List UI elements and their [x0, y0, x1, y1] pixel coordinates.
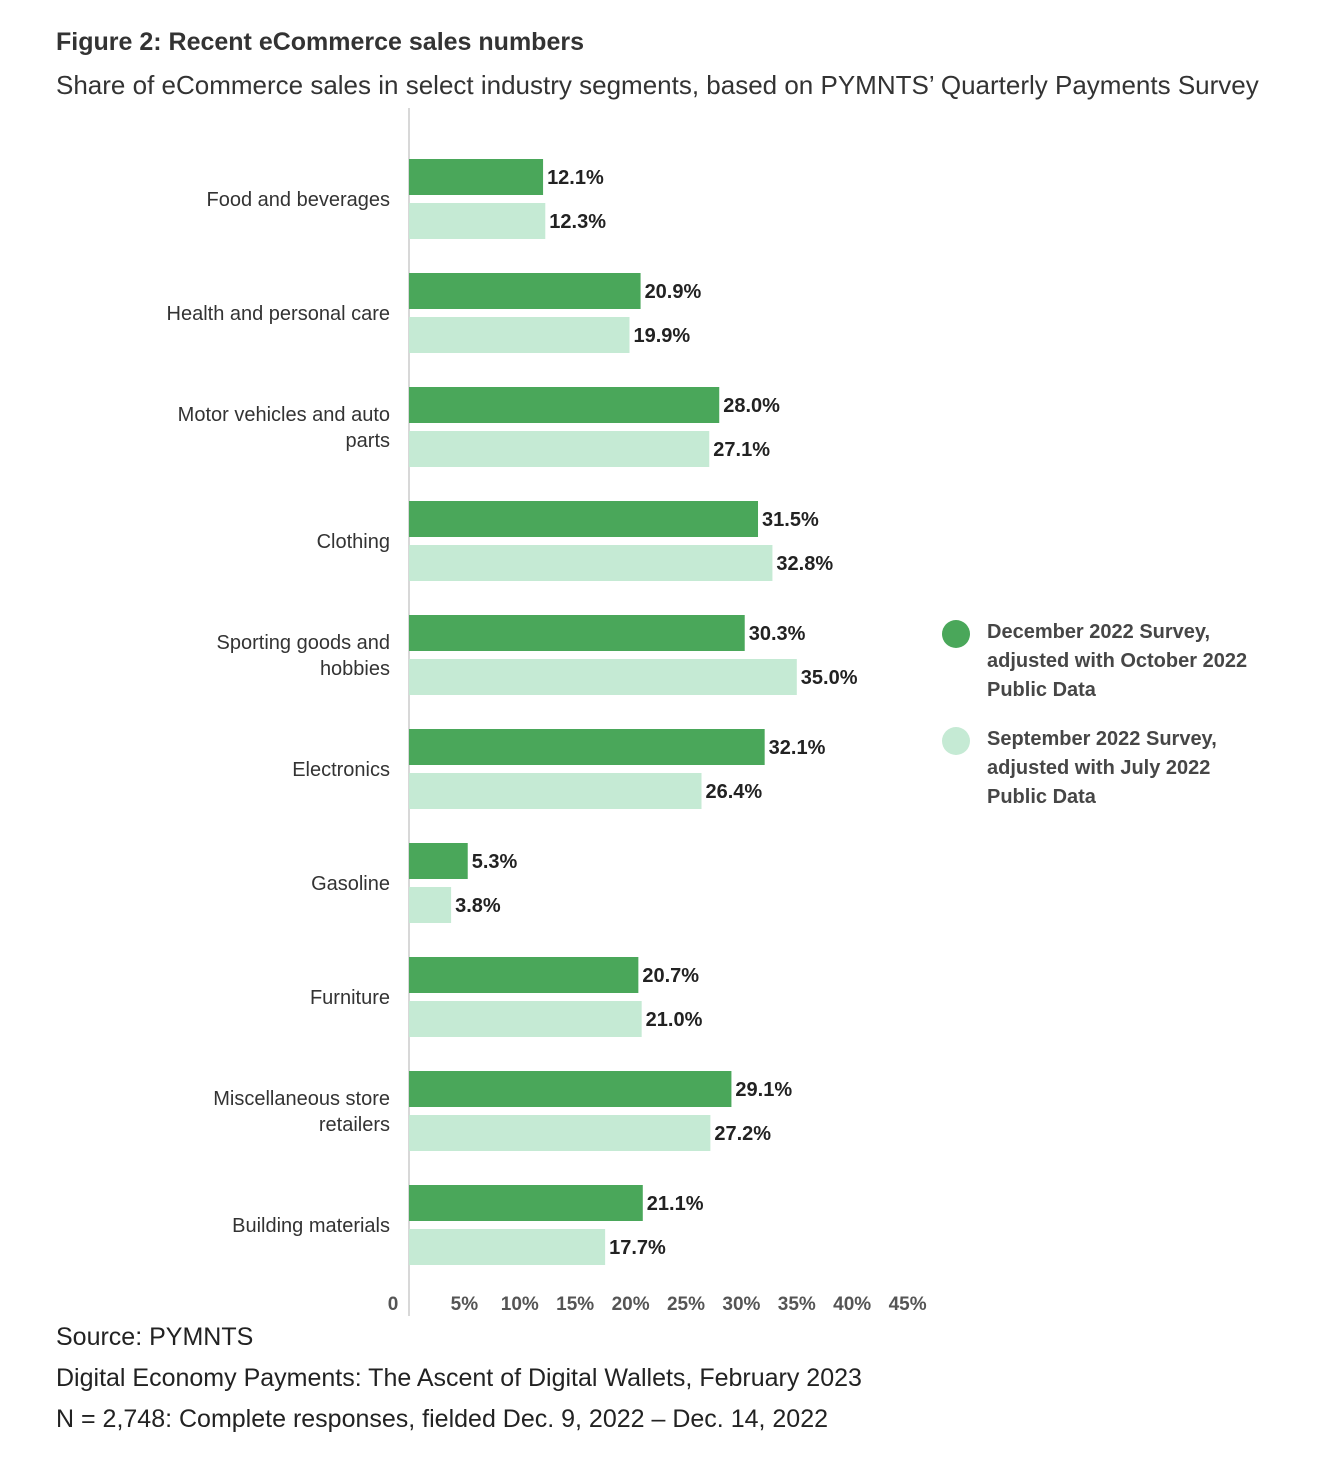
report-note: Digital Economy Payments: The Ascent of … [56, 1364, 862, 1392]
data-label: 21.1% [647, 1193, 704, 1215]
category-label-line: Clothing [317, 531, 390, 553]
category-label-line: Miscellaneous store [213, 1088, 390, 1110]
bar-december [409, 501, 759, 537]
data-label: 30.3% [749, 623, 806, 645]
bar-december [409, 843, 468, 879]
bar-september [409, 431, 710, 467]
data-label: 31.5% [762, 509, 819, 531]
x-tick-label: 25% [667, 1294, 705, 1315]
legend-line: Public Data [987, 679, 1096, 701]
legend-swatch-december [942, 620, 970, 648]
data-label: 32.1% [769, 737, 826, 759]
data-label: 21.0% [646, 1009, 703, 1031]
legend-line: adjusted with July 2022 [987, 757, 1211, 779]
bar-december [409, 615, 745, 651]
bar-september [409, 317, 630, 353]
x-tick-label: 40% [833, 1294, 871, 1315]
category-label: Health and personal care [167, 303, 390, 325]
bar-december [409, 1071, 732, 1107]
category-label: Clothing [317, 531, 390, 553]
data-label: 17.7% [609, 1237, 666, 1259]
category-label-line: Furniture [310, 987, 390, 1009]
legend-item-december: December 2022 Survey, adjusted with Octo… [942, 618, 1272, 705]
legend-line: Public Data [987, 786, 1096, 808]
category-label: Electronics [292, 759, 390, 781]
category-label-line: Gasoline [311, 873, 390, 895]
data-label: 29.1% [735, 1079, 792, 1101]
bar-december [409, 387, 720, 423]
category-label-line: Sporting goods and [217, 632, 390, 654]
category-label-line: Health and personal care [167, 303, 390, 325]
bar-december [409, 1185, 643, 1221]
category-label: Miscellaneous store retailers [213, 1088, 390, 1136]
source-note: Source: PYMNTS [56, 1323, 254, 1351]
x-tick-label: 10% [501, 1294, 539, 1315]
category-label-line: Electronics [292, 759, 390, 781]
x-tick-label: 0 [388, 1294, 399, 1315]
data-label: 20.9% [645, 281, 702, 303]
data-label: 3.8% [455, 895, 501, 917]
category-label: Building materials [232, 1215, 390, 1237]
bar-december [409, 159, 544, 195]
bar-december [409, 957, 639, 993]
bar-september [409, 203, 546, 239]
data-label: 20.7% [642, 965, 699, 987]
data-label: 27.1% [713, 439, 770, 461]
bar-september [409, 659, 797, 695]
category-label: Gasoline [311, 873, 390, 895]
x-tick-label: 30% [722, 1294, 760, 1315]
x-tick-label: 35% [778, 1294, 816, 1315]
data-label: 19.9% [633, 325, 690, 347]
legend-line: December 2022 Survey, [987, 621, 1211, 643]
legend-line: adjusted with October 2022 [987, 650, 1248, 672]
category-label: Sporting goods and hobbies [217, 632, 390, 680]
data-label: 32.8% [776, 553, 833, 575]
category-label-line: parts [346, 430, 390, 452]
bar-september [409, 773, 702, 809]
legend: December 2022 Survey, adjusted with Octo… [942, 618, 1272, 832]
data-label: 12.1% [547, 167, 604, 189]
legend-item-september: September 2022 Survey, adjusted with Jul… [942, 725, 1272, 812]
category-label: Motor vehicles and auto parts [178, 404, 390, 452]
bar-december [409, 273, 641, 309]
bar-december [409, 729, 765, 765]
category-label-line: hobbies [320, 658, 390, 680]
chart-title: Figure 2: Recent eCommerce sales numbers [56, 28, 584, 56]
legend-line: September 2022 Survey, [987, 728, 1217, 750]
bar-september [409, 1229, 606, 1265]
data-label: 5.3% [472, 851, 518, 873]
x-tick-label: 20% [612, 1294, 650, 1315]
sample-note: N = 2,748: Complete responses, fielded D… [56, 1405, 829, 1433]
data-label: 27.2% [714, 1123, 771, 1145]
legend-label-september: September 2022 Survey, adjusted with Jul… [987, 725, 1217, 812]
legend-label-december: December 2022 Survey, adjusted with Octo… [987, 618, 1247, 705]
data-label: 26.4% [706, 781, 763, 803]
data-label: 12.3% [549, 211, 606, 233]
bar-september [409, 887, 452, 923]
x-tick-label: 45% [889, 1294, 927, 1315]
category-label-line: Food and beverages [207, 189, 390, 211]
legend-swatch-september [942, 727, 970, 755]
x-tick-label: 5% [451, 1294, 479, 1315]
data-label: 28.0% [723, 395, 780, 417]
chart-subtitle: Share of eCommerce sales in select indus… [56, 70, 1259, 100]
category-label-line: retailers [319, 1114, 390, 1136]
data-label: 35.0% [801, 667, 858, 689]
category-label: Food and beverages [207, 189, 390, 211]
bar-september [409, 1115, 711, 1151]
x-tick-label: 15% [556, 1294, 594, 1315]
bar-september [409, 1001, 642, 1037]
category-label-line: Building materials [232, 1215, 390, 1237]
category-label-line: Motor vehicles and auto [178, 404, 390, 426]
category-label: Furniture [310, 987, 390, 1009]
bar-september [409, 545, 773, 581]
